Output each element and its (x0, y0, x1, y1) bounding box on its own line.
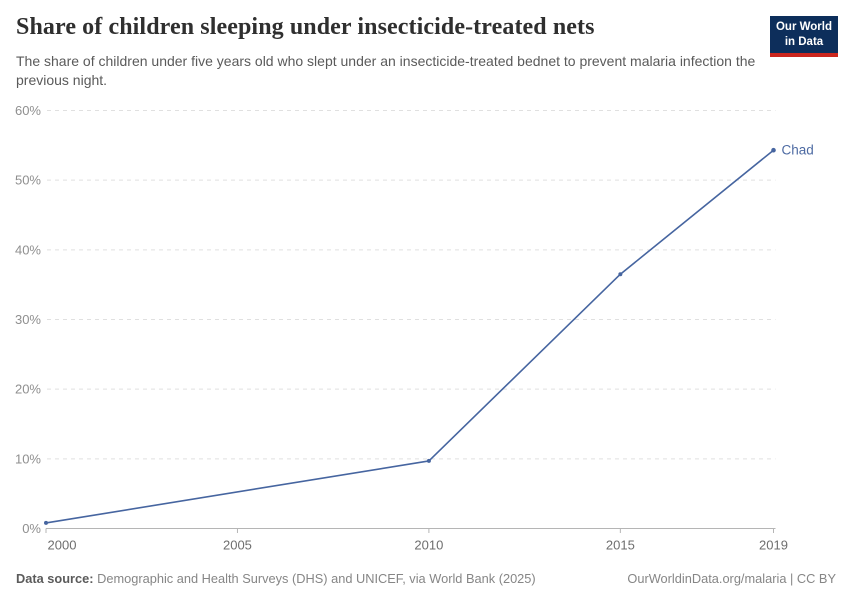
data-point-Chad-2019 (771, 147, 776, 153)
series-end-label-Chad: Chad (782, 143, 814, 158)
attribution-link[interactable]: OurWorldinData.org/malaria | CC BY (627, 571, 836, 586)
owid-logo-text: Our World in Data (770, 16, 838, 53)
y-tick-label-50: 50% (15, 173, 41, 188)
chart-subtitle: The share of children under five years o… (16, 53, 756, 89)
data-point-Chad-2010 (426, 458, 431, 463)
y-tick-label-60: 60% (15, 103, 41, 118)
y-tick-label-10: 10% (15, 451, 41, 466)
x-tick-label-2015: 2015 (606, 538, 635, 553)
data-source-label: Data source: (16, 571, 94, 586)
data-source-note: Data source: Demographic and Health Surv… (16, 571, 536, 586)
y-tick-label-30: 30% (15, 312, 41, 327)
chart-title: Share of children sleeping under insecti… (16, 14, 595, 40)
data-point-Chad-2000 (44, 520, 48, 525)
owid-logo: Our World in Data (770, 16, 838, 57)
x-tick-label-2010: 2010 (414, 538, 443, 553)
owid-logo-line2: in Data (784, 35, 824, 48)
owid-logo-line1: Our World (775, 21, 832, 33)
y-tick-label-0: 0% (22, 521, 41, 536)
data-point-Chad-2015 (618, 272, 623, 277)
series-line-Chad (45, 149, 775, 524)
x-tick-label-2005: 2005 (223, 538, 252, 553)
data-source-text: Demographic and Health Surveys (DHS) and… (93, 571, 536, 586)
chart-footer: Data source: Demographic and Health Surv… (16, 571, 836, 586)
y-tick-label-40: 40% (15, 242, 41, 257)
x-tick-label-2019: 2019 (759, 538, 788, 553)
y-tick-label-20: 20% (15, 382, 41, 397)
x-tick-label-2000: 2000 (48, 538, 77, 553)
owid-logo-red-bar (770, 52, 838, 57)
